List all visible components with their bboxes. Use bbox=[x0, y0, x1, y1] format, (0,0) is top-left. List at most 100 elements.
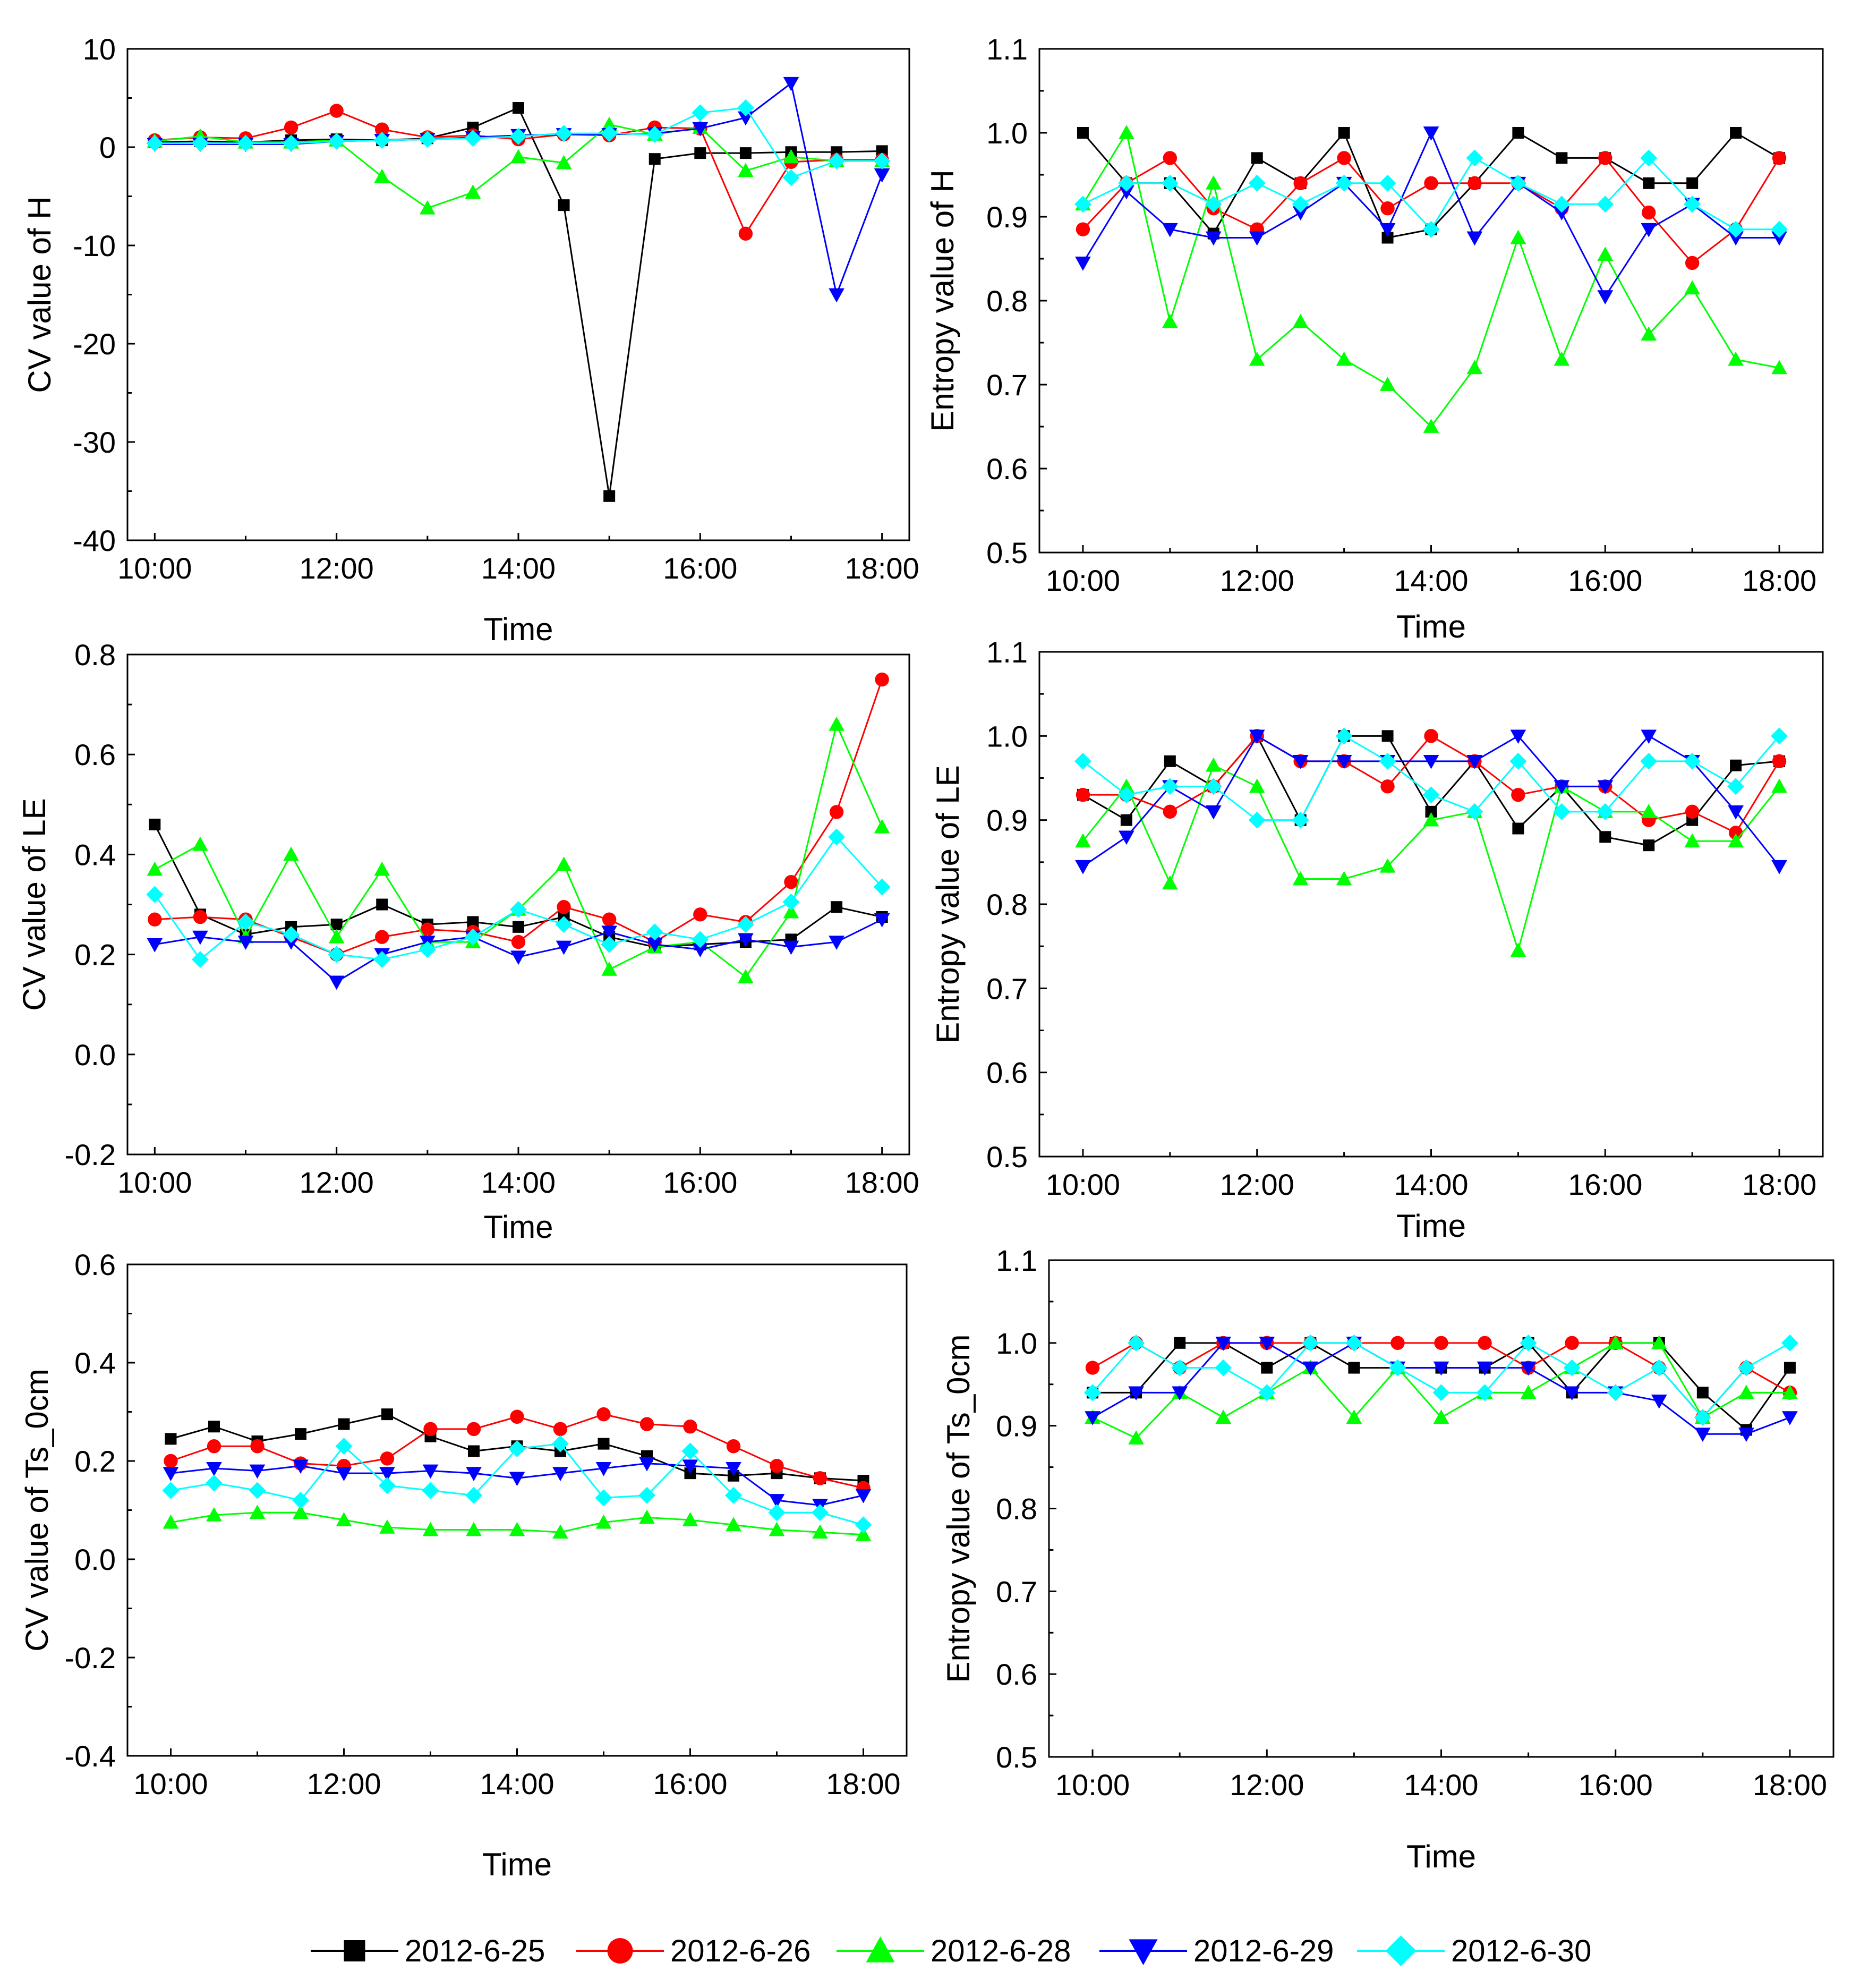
cv-ts-data-point bbox=[855, 1489, 872, 1503]
entropy-h-data-point bbox=[1467, 176, 1482, 190]
entropy-ts-data-point bbox=[1348, 1362, 1360, 1374]
cv-ts-data-point bbox=[163, 1514, 179, 1529]
entropy-le-data-point bbox=[1379, 858, 1396, 873]
cv-ts-data-point bbox=[206, 1462, 222, 1476]
entropy-ts-data-point bbox=[1434, 1336, 1448, 1350]
entropy-ts-data-point bbox=[1302, 1361, 1319, 1376]
entropy-ts-y-tick-label: 1.0 bbox=[996, 1327, 1037, 1360]
cv-ts-data-point bbox=[468, 1445, 480, 1457]
entropy-ts-x-axis-title: Time bbox=[1406, 1839, 1476, 1874]
cv-h-data-point bbox=[558, 199, 570, 211]
cv-ts-data-point bbox=[336, 1467, 352, 1481]
cv-ts-data-point bbox=[379, 1519, 395, 1534]
entropy-le-data-point bbox=[1597, 803, 1614, 820]
entropy-le-data-point bbox=[1553, 803, 1571, 820]
entropy-ts-series-2012-6-30 bbox=[1084, 1334, 1798, 1426]
cv-le-data-point bbox=[419, 941, 436, 958]
legend-item-2012-6-28: 2012-6-28 bbox=[837, 1934, 1071, 1968]
entropy-h-data-point bbox=[1597, 247, 1614, 261]
entropy-le-data-point bbox=[1466, 754, 1483, 769]
cv-h-series-2012-6-26 bbox=[148, 104, 889, 241]
entropy-h-data-point bbox=[1249, 351, 1265, 366]
cv-le-data-point bbox=[510, 900, 527, 918]
cv-ts-data-point bbox=[466, 1522, 482, 1536]
cv-h-data-point bbox=[646, 126, 663, 143]
cv-le-data-point bbox=[829, 805, 844, 819]
cv-le-data-point bbox=[511, 934, 526, 949]
cv-ts-data-point bbox=[206, 1507, 222, 1522]
cv-h-data-point bbox=[510, 149, 526, 164]
cv-ts-series-2012-6-28 bbox=[163, 1505, 872, 1541]
cv-le-y-tick-label: 0.0 bbox=[74, 1038, 116, 1072]
entropy-ts-data-point bbox=[1694, 1409, 1711, 1426]
cv-le-data-point bbox=[556, 940, 572, 955]
cv-h-data-point bbox=[146, 134, 164, 152]
entropy-ts-x-tick-label: 12:00 bbox=[1230, 1768, 1304, 1802]
entropy-le-data-point bbox=[1772, 754, 1787, 769]
entropy-le-data-point bbox=[1554, 780, 1570, 795]
cv-le-data-point bbox=[467, 916, 479, 928]
cv-ts-data-point bbox=[380, 1451, 395, 1466]
cv-le-series-2012-6-26 bbox=[148, 672, 889, 962]
cv-ts-data-point bbox=[293, 1459, 309, 1474]
cv-h-data-point bbox=[284, 120, 298, 135]
cv-le-data-point bbox=[330, 919, 343, 931]
cv-ts-data-point bbox=[726, 1439, 741, 1454]
entropy-le-data-point bbox=[1249, 729, 1265, 744]
entropy-le-data-point bbox=[1771, 727, 1788, 745]
entropy-le-data-point bbox=[1728, 805, 1744, 820]
cv-le-data-point bbox=[376, 898, 388, 911]
cv-h-data-point bbox=[783, 77, 799, 91]
entropy-h-data-point bbox=[1466, 149, 1483, 167]
cv-ts-data-point bbox=[769, 1522, 785, 1536]
entropy-le-data-point bbox=[1162, 875, 1178, 890]
cv-h-x-tick-label: 10:00 bbox=[117, 551, 192, 585]
cv-h-plot-frame bbox=[126, 48, 910, 541]
cv-ts-data-point bbox=[163, 1467, 179, 1481]
entropy-h-data-point bbox=[1556, 152, 1568, 164]
entropy-h-data-point bbox=[1466, 231, 1483, 246]
entropy-ts-data-point bbox=[1607, 1384, 1624, 1401]
entropy-ts-data-point bbox=[1085, 1361, 1100, 1375]
entropy-h-data-point bbox=[1379, 377, 1396, 391]
entropy-ts-data-point bbox=[1215, 1409, 1232, 1424]
entropy-ts-data-point bbox=[1738, 1384, 1754, 1399]
cv-ts-data-point bbox=[639, 1457, 655, 1472]
cv-le-data-point bbox=[513, 921, 524, 933]
cv-le-data-point bbox=[283, 926, 300, 943]
entropy-h-data-point bbox=[1162, 223, 1178, 237]
entropy-le-y-tick-label: 0.7 bbox=[986, 972, 1028, 1005]
entropy-h-data-point bbox=[1553, 196, 1571, 213]
cv-ts-data-point bbox=[379, 1477, 396, 1494]
entropy-h-x-tick-label: 18:00 bbox=[1742, 564, 1816, 597]
entropy-ts-y-tick-label: 0.7 bbox=[996, 1575, 1037, 1608]
entropy-ts-data-point bbox=[1782, 1384, 1798, 1399]
entropy-le-data-point bbox=[1728, 833, 1744, 848]
legend-label: 2012-6-30 bbox=[1451, 1934, 1591, 1968]
entropy-le-data-point bbox=[1075, 833, 1091, 848]
cv-h-panel: 10:00 12:00 14:00 16:00 18:00 -40 -30 -20 -10 0 10… bbox=[22, 32, 919, 647]
cv-le-data-point bbox=[873, 878, 891, 896]
cv-ts-data-point bbox=[338, 1418, 350, 1430]
cv-h-data-point bbox=[513, 102, 524, 114]
entropy-h-series-2012-6-29 bbox=[1075, 126, 1787, 304]
cv-h-data-point bbox=[419, 131, 436, 148]
entropy-ts-panel: 10:00 12:00 14:00 16:00 18:00 0.5 0.6 0.7 0.8 0.9… bbox=[941, 1244, 1835, 1874]
entropy-le-data-point bbox=[1249, 778, 1265, 793]
cv-ts-data-point bbox=[768, 1504, 786, 1522]
entropy-le-data-point bbox=[1425, 805, 1437, 818]
cv-ts-data-point bbox=[596, 1407, 611, 1422]
cv-ts-plot-frame bbox=[126, 1263, 908, 1757]
entropy-le-x-tick-label: 10:00 bbox=[1046, 1168, 1120, 1201]
cv-h-y-tick-label: -30 bbox=[73, 426, 116, 459]
entropy-h-data-point bbox=[1074, 196, 1091, 213]
cv-le-y-tick-label: 0.2 bbox=[74, 938, 116, 972]
cv-h-data-point bbox=[328, 132, 345, 150]
cv-h-x-tick-label: 12:00 bbox=[300, 551, 374, 585]
entropy-le-y-tick-label: 0.5 bbox=[986, 1140, 1028, 1174]
cv-le-data-point bbox=[193, 910, 208, 924]
cv-h-data-point bbox=[375, 122, 389, 137]
cv-le-data-point bbox=[328, 946, 345, 963]
cv-le-data-point bbox=[874, 819, 890, 834]
entropy-h-data-point bbox=[1597, 196, 1614, 213]
